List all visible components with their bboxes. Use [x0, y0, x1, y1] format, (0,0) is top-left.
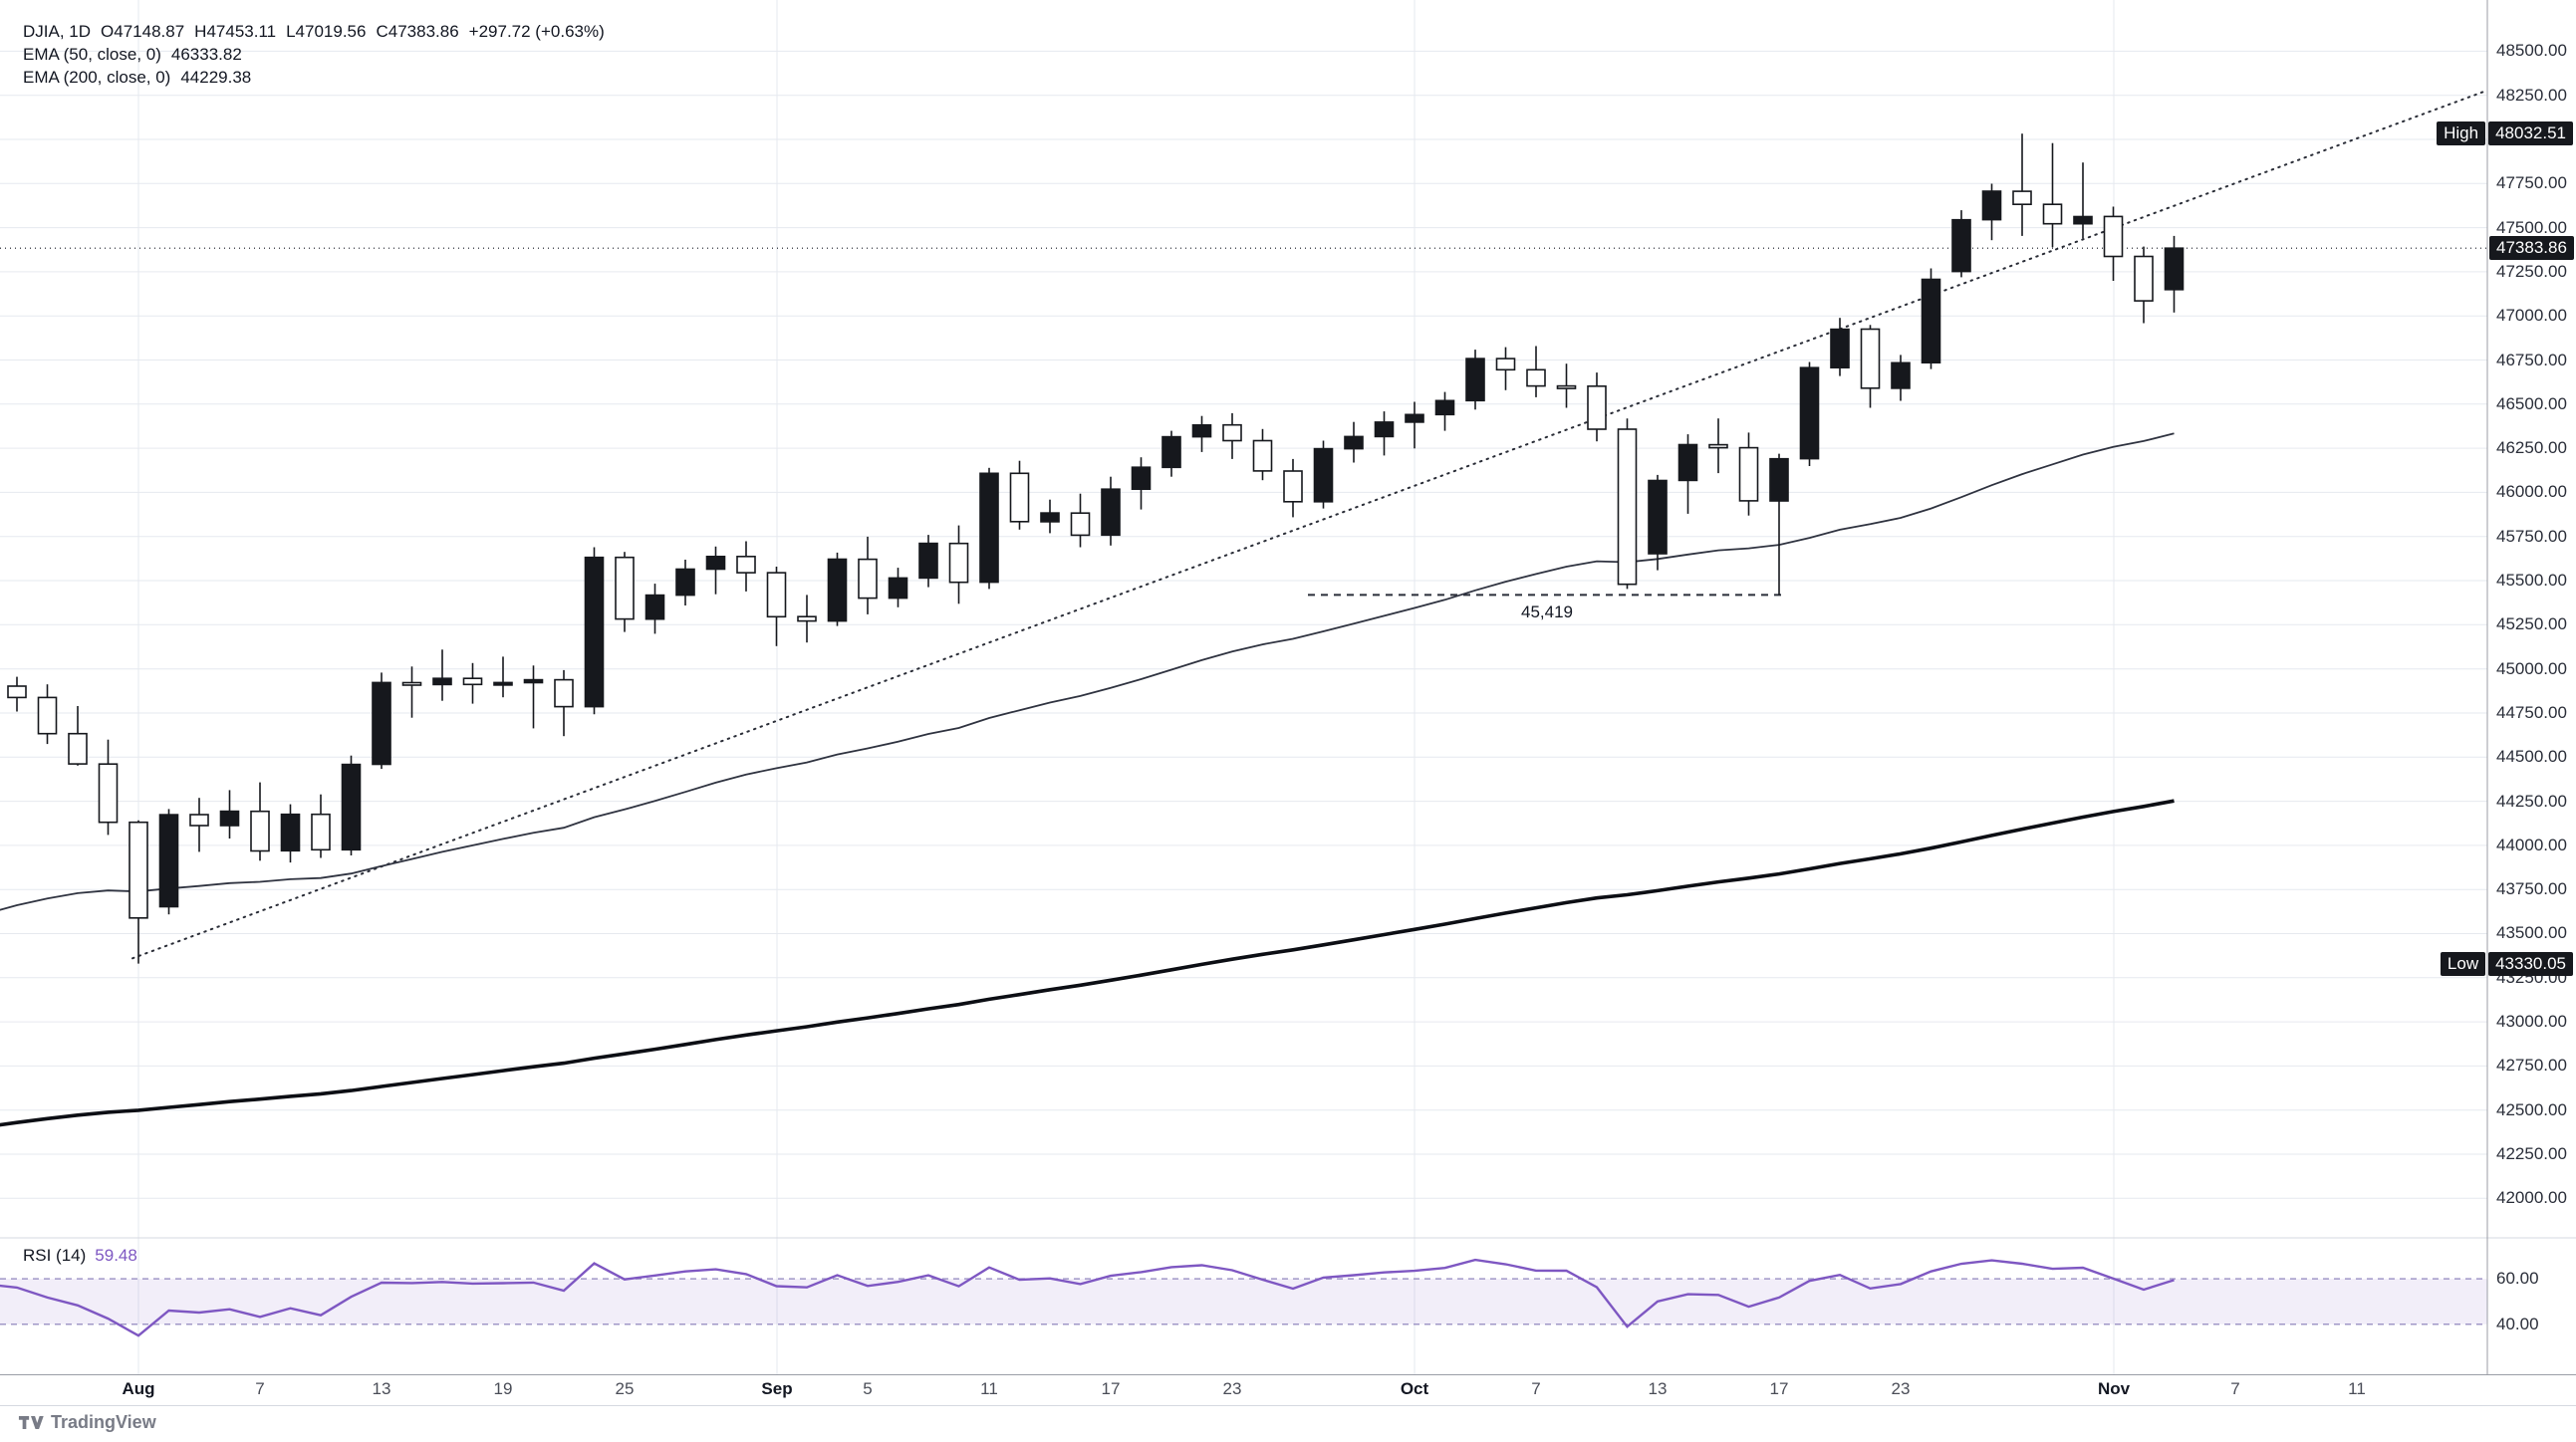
price-tick-label: 46750.00 — [2496, 351, 2567, 369]
chart-legend: DJIA, 1D O47148.87 H47453.11 L47019.56 C4738… — [23, 20, 615, 89]
price-tick-label: 45250.00 — [2496, 614, 2567, 633]
price-tick-label: 44250.00 — [2496, 792, 2567, 811]
time-tick-label: 11 — [2348, 1379, 2366, 1398]
ema200-legend-row[interactable]: EMA (200, close, 0) 44229.38 — [23, 66, 615, 89]
high-price-badge: High 48032.51 — [2437, 121, 2573, 145]
rsi-label: RSI (14) — [23, 1246, 87, 1265]
price-tick-label: 47250.00 — [2496, 262, 2567, 281]
time-tick-label: Nov — [2097, 1379, 2131, 1398]
price-tick-label: 47500.00 — [2496, 218, 2567, 237]
time-tick-label: 17 — [1769, 1379, 1789, 1398]
price-tick-label: 46250.00 — [2496, 438, 2567, 457]
price-tick-label: 44500.00 — [2496, 747, 2567, 766]
price-tick-label: 45500.00 — [2496, 571, 2567, 590]
time-tick-label: 7 — [2230, 1379, 2240, 1398]
ema50-legend-row[interactable]: EMA (50, close, 0) 46333.82 — [23, 43, 615, 66]
tradingview-logo-icon — [18, 1416, 44, 1429]
rsi-legend-row[interactable]: RSI (14) 59.48 — [23, 1246, 137, 1266]
last-badge-value: 47383.86 — [2489, 236, 2574, 260]
change-value: +297.72 (+0.63%) — [468, 22, 605, 41]
price-tick-label: 46500.00 — [2496, 394, 2567, 413]
rsi-tick-label: 40.00 — [2496, 1315, 2539, 1333]
time-tick-label: 17 — [1101, 1379, 1121, 1398]
price-axis[interactable]: 48500.0048250.0048000.0047750.0047500.00… — [2487, 0, 2576, 1405]
time-tick-label: 13 — [1648, 1379, 1668, 1398]
time-tick-label: 13 — [372, 1379, 391, 1398]
price-tick-label: 44000.00 — [2496, 836, 2567, 854]
symbol-legend-row[interactable]: DJIA, 1D O47148.87 H47453.11 L47019.56 C4738… — [23, 20, 615, 43]
time-tick-label: Sep — [761, 1379, 793, 1398]
time-tick-label: 25 — [615, 1379, 635, 1398]
high-value: H47453.11 — [194, 22, 277, 41]
close-value: C47383.86 — [376, 22, 459, 41]
time-axis[interactable]: Aug 7 13 19 25 Sep 5 11 17 23 Oct 7 13 17 23 Nov 7 11 — [0, 1375, 2487, 1405]
price-tick-label: 43750.00 — [2496, 879, 2567, 898]
price-tick-label: 48500.00 — [2496, 41, 2567, 60]
time-tick-label: 5 — [863, 1379, 873, 1398]
low-price-badge: Low 43330.05 — [2440, 952, 2573, 976]
ema50-value: 46333.82 — [170, 45, 242, 64]
time-tick-label: 7 — [1531, 1379, 1541, 1398]
time-tick-label: 11 — [980, 1379, 998, 1398]
price-tick-label: 45000.00 — [2496, 659, 2567, 678]
last-price-badge: 47383.86 — [2489, 236, 2574, 260]
price-tick-label: 42000.00 — [2496, 1188, 2567, 1207]
price-tick-label: 47000.00 — [2496, 306, 2567, 325]
price-tick-label: 48250.00 — [2496, 86, 2567, 105]
price-tick-label: 43500.00 — [2496, 923, 2567, 942]
open-value: O47148.87 — [101, 22, 185, 41]
tradingview-logo-text: TradingView — [51, 1412, 156, 1432]
price-tick-label: 42500.00 — [2496, 1100, 2567, 1119]
price-tick-label: 43000.00 — [2496, 1012, 2567, 1031]
price-tick-label: 47750.00 — [2496, 173, 2567, 192]
high-badge-value: 48032.51 — [2488, 121, 2573, 145]
ema200-label: EMA (200, close, 0) — [23, 68, 171, 87]
time-tick-label: Aug — [122, 1379, 155, 1398]
price-tick-label: 46000.00 — [2496, 482, 2567, 501]
time-tick-label: Oct — [1400, 1379, 1429, 1398]
rsi-value: 59.48 — [95, 1246, 137, 1265]
low-value: L47019.56 — [286, 22, 367, 41]
time-tick-label: 7 — [255, 1379, 265, 1398]
time-tick-label: 19 — [493, 1379, 513, 1398]
ema200-value: 44229.38 — [180, 68, 252, 87]
price-tick-label: 42750.00 — [2496, 1056, 2567, 1075]
ema50-label: EMA (50, close, 0) — [23, 45, 161, 64]
price-tick-label: 44750.00 — [2496, 703, 2567, 722]
price-tick-label: 42250.00 — [2496, 1144, 2567, 1163]
footer-bar: TradingView — [0, 1406, 2576, 1442]
time-tick-label: 23 — [1891, 1379, 1911, 1398]
symbol-title: DJIA, 1D — [23, 22, 92, 41]
support-level-label: 45,419 — [1521, 602, 1573, 621]
low-badge-label: Low — [2440, 952, 2486, 976]
rsi-tick-label: 60.00 — [2496, 1269, 2539, 1288]
time-tick-label: 23 — [1222, 1379, 1242, 1398]
low-badge-value: 43330.05 — [2488, 952, 2573, 976]
price-tick-label: 45750.00 — [2496, 527, 2567, 546]
high-badge-label: High — [2437, 121, 2486, 145]
tradingview-logo[interactable]: TradingView — [18, 1412, 156, 1433]
